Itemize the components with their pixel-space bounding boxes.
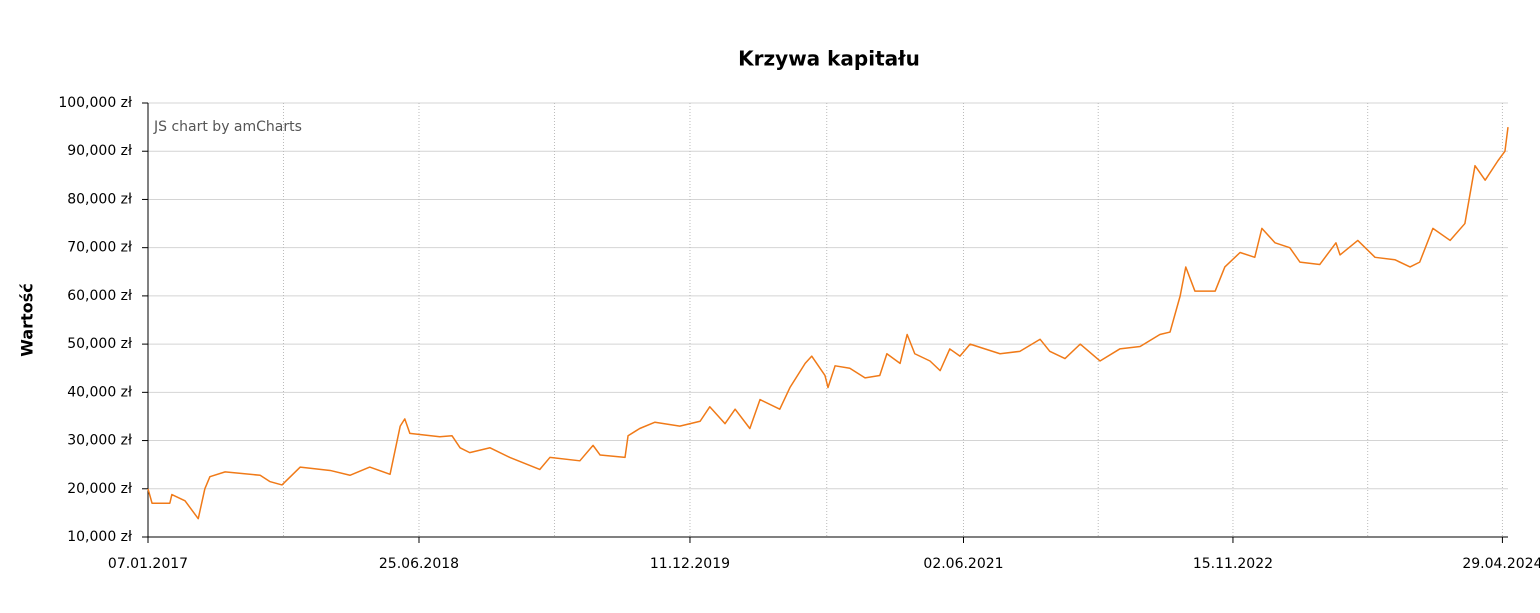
y-tick-label: 50,000 zł [67, 336, 132, 352]
y-axis-label: Wartość [18, 283, 37, 356]
y-tick-label: 80,000 zł [67, 191, 132, 207]
chart-title: Krzywa kapitału [738, 47, 920, 71]
x-tick-label: 11.12.2019 [650, 556, 730, 572]
y-tick-label: 10,000 zł [67, 529, 132, 545]
x-tick-label: 25.06.2018 [379, 556, 459, 572]
watermark: JS chart by amCharts [153, 119, 302, 135]
y-tick-label: 30,000 zł [67, 433, 132, 449]
y-tick-label: 70,000 zł [67, 240, 132, 256]
x-tick-label: 15.11.2022 [1193, 556, 1273, 572]
x-tick-label: 07.01.2017 [108, 556, 188, 572]
y-tick-label: 60,000 zł [67, 288, 132, 304]
y-tick-label: 90,000 zł [67, 143, 132, 159]
y-tick-label: 100,000 zł [58, 95, 132, 111]
y-tick-label: 40,000 zł [67, 384, 132, 400]
x-tick-label: 02.06.2021 [923, 556, 1003, 572]
x-tick-label: 29.04.2024 [1462, 556, 1540, 572]
y-tick-label: 20,000 zł [67, 481, 132, 497]
line-series [147, 127, 1509, 520]
